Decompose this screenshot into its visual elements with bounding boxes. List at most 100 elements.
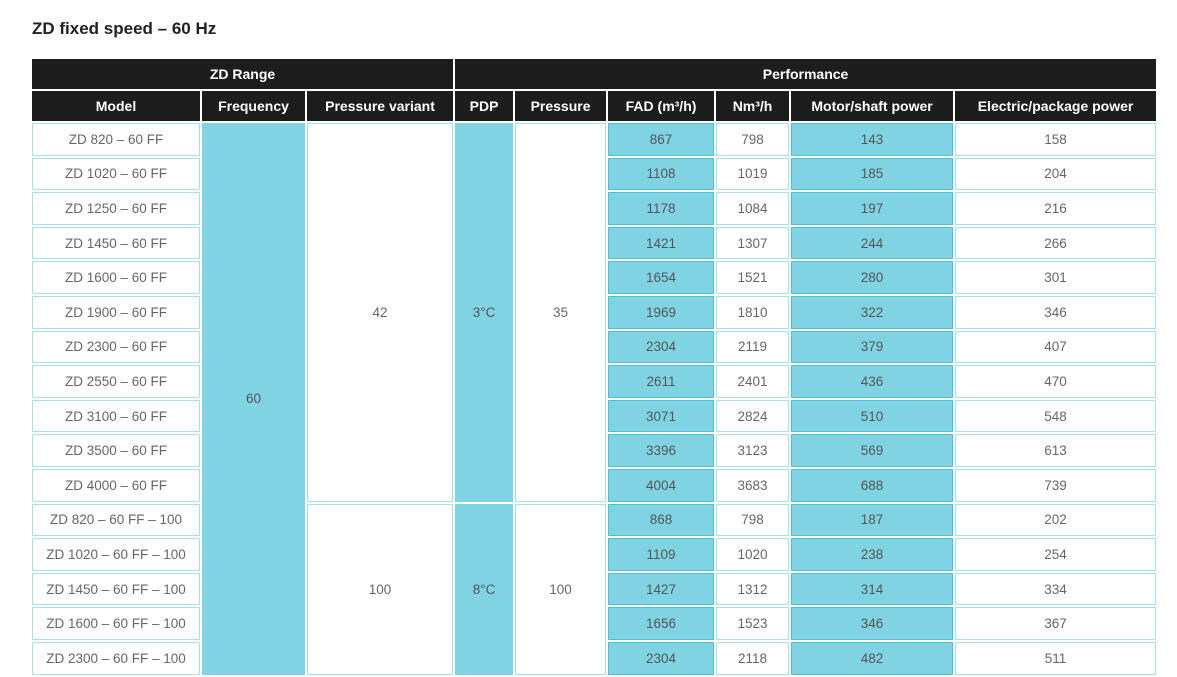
cell-electric-power: 511 [955, 641, 1157, 675]
cell-nm3h: 1307 [716, 226, 790, 260]
table-row: ZD 4000 – 60 FF 4004 3683 688 739 [32, 468, 1157, 502]
cell-nm3h: 1810 [716, 295, 790, 329]
cell-model: ZD 3500 – 60 FF [32, 434, 200, 467]
table-row: ZD 1250 – 60 FF 1178 1084 197 216 [32, 192, 1157, 225]
cell-model: ZD 2300 – 60 FF – 100 [32, 641, 200, 675]
cell-motor-power: 143 [791, 123, 954, 156]
cell-fad: 1969 [608, 295, 715, 329]
cell-electric-power: 202 [955, 503, 1157, 537]
cell-motor-power: 197 [791, 192, 954, 225]
cell-nm3h: 2824 [716, 399, 790, 433]
cell-motor-power: 238 [791, 538, 954, 571]
cell-pressure: 100 [515, 503, 607, 675]
column-header-frequency: Frequency [202, 91, 305, 121]
cell-nm3h: 1020 [716, 538, 790, 571]
cell-nm3h: 798 [716, 123, 790, 156]
cell-motor-power: 244 [791, 226, 954, 260]
table-row: ZD 2550 – 60 FF 2611 2401 436 470 [32, 365, 1157, 398]
table-row: ZD 1020 – 60 FF – 100 1109 1020 238 254 [32, 538, 1157, 571]
cell-nm3h: 798 [716, 503, 790, 537]
cell-nm3h: 1523 [716, 607, 790, 640]
cell-model: ZD 1020 – 60 FF – 100 [32, 538, 200, 571]
cell-motor-power: 280 [791, 261, 954, 294]
cell-electric-power: 367 [955, 607, 1157, 640]
cell-electric-power: 334 [955, 572, 1157, 606]
cell-pressure-variant: 100 [307, 503, 454, 675]
column-header-electric-power: Electric/package power [955, 91, 1157, 121]
cell-motor-power: 314 [791, 572, 954, 606]
cell-pdp: 3°C [455, 123, 514, 502]
cell-frequency: 60 [202, 123, 305, 675]
cell-fad: 867 [608, 123, 715, 156]
cell-model: ZD 4000 – 60 FF [32, 468, 200, 502]
cell-fad: 2304 [608, 641, 715, 675]
cell-model: ZD 1250 – 60 FF [32, 192, 200, 225]
cell-nm3h: 1521 [716, 261, 790, 294]
cell-model: ZD 820 – 60 FF – 100 [32, 503, 200, 537]
cell-nm3h: 3683 [716, 468, 790, 502]
cell-fad: 3071 [608, 399, 715, 433]
cell-electric-power: 407 [955, 330, 1157, 364]
cell-motor-power: 510 [791, 399, 954, 433]
cell-fad: 2611 [608, 365, 715, 398]
group-header-range: ZD Range [32, 59, 454, 89]
table-row: ZD 1600 – 60 FF – 100 1656 1523 346 367 [32, 607, 1157, 640]
cell-nm3h: 2118 [716, 641, 790, 675]
table-row: ZD 820 – 60 FF 60 42 3°C 35 867 798 143 158 [32, 123, 1157, 675]
cell-pressure: 35 [515, 123, 607, 502]
cell-fad: 1421 [608, 226, 715, 260]
cell-fad: 1108 [608, 157, 715, 191]
cell-pressure-variant: 42 [307, 123, 454, 502]
cell-fad: 2304 [608, 330, 715, 364]
page-title: ZD fixed speed – 60 Hz [32, 19, 217, 38]
cell-fad: 1427 [608, 572, 715, 606]
table-row: ZD 2300 – 60 FF 2304 2119 379 407 [32, 330, 1157, 364]
cell-model: ZD 820 – 60 FF [32, 123, 200, 156]
table-row: ZD 1450 – 60 FF – 100 1427 1312 314 334 [32, 572, 1157, 606]
cell-model: ZD 1020 – 60 FF [32, 157, 200, 191]
cell-fad: 1109 [608, 538, 715, 571]
cell-electric-power: 739 [955, 468, 1157, 502]
cell-motor-power: 482 [791, 641, 954, 675]
cell-fad: 3396 [608, 434, 715, 467]
cell-motor-power: 688 [791, 468, 954, 502]
cell-motor-power: 346 [791, 607, 954, 640]
cell-model: ZD 2550 – 60 FF [32, 365, 200, 398]
cell-motor-power: 436 [791, 365, 954, 398]
spec-table: ZD Range Performance Model Frequency Pre… [30, 57, 1158, 677]
cell-electric-power: 613 [955, 434, 1157, 467]
column-header-pdp: PDP [455, 91, 514, 121]
table-body: ZD 820 – 60 FF 60 42 3°C 35 867 798 143 158 ZD 10… [32, 123, 1157, 675]
cell-model: ZD 2300 – 60 FF [32, 330, 200, 364]
cell-fad: 4004 [608, 468, 715, 502]
cell-model: ZD 1450 – 60 FF [32, 226, 200, 260]
cell-pdp: 8°C [455, 503, 514, 675]
cell-model: ZD 1600 – 60 FF [32, 261, 200, 294]
cell-fad: 1178 [608, 192, 715, 225]
cell-electric-power: 216 [955, 192, 1157, 225]
table-row: ZD 1020 – 60 FF 1108 1019 185 204 [32, 157, 1157, 191]
cell-model: ZD 1600 – 60 FF – 100 [32, 607, 200, 640]
cell-electric-power: 266 [955, 226, 1157, 260]
cell-nm3h: 1084 [716, 192, 790, 225]
cell-fad: 1656 [608, 607, 715, 640]
cell-electric-power: 346 [955, 295, 1157, 329]
column-header-motor-power: Motor/shaft power [791, 91, 954, 121]
column-header-pressure-variant: Pressure variant [307, 91, 454, 121]
table-row: ZD 1900 – 60 FF 1969 1810 322 346 [32, 295, 1157, 329]
column-header-model: Model [32, 91, 200, 121]
cell-fad: 1654 [608, 261, 715, 294]
table-row: ZD 1600 – 60 FF 1654 1521 280 301 [32, 261, 1157, 294]
cell-electric-power: 254 [955, 538, 1157, 571]
table-row: ZD 3500 – 60 FF 3396 3123 569 613 [32, 434, 1157, 467]
cell-model: ZD 1900 – 60 FF [32, 295, 200, 329]
cell-electric-power: 548 [955, 399, 1157, 433]
cell-model: ZD 1450 – 60 FF – 100 [32, 572, 200, 606]
cell-motor-power: 569 [791, 434, 954, 467]
cell-electric-power: 301 [955, 261, 1157, 294]
cell-electric-power: 470 [955, 365, 1157, 398]
cell-motor-power: 185 [791, 157, 954, 191]
table-row: ZD 3100 – 60 FF 3071 2824 510 548 [32, 399, 1157, 433]
cell-electric-power: 158 [955, 123, 1157, 156]
cell-motor-power: 379 [791, 330, 954, 364]
